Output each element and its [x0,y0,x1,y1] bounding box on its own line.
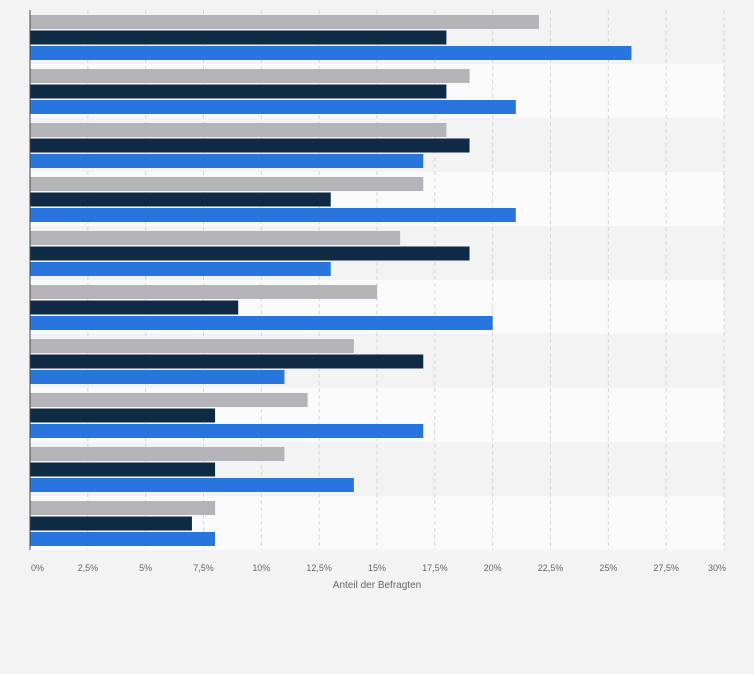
bar [30,447,285,461]
x-tick-label: 5% [139,563,152,573]
bar [30,177,424,191]
bar [30,192,331,207]
bar [30,138,470,153]
bar [30,262,331,276]
bar [30,516,192,531]
bar [30,69,470,83]
x-tick-label: 15% [368,563,386,573]
bar [30,15,539,29]
bar [30,393,308,407]
bar [30,30,447,45]
bar [30,478,354,492]
x-tick-label: 7,5% [193,563,214,573]
x-axis-label: Anteil der Befragten [333,580,421,591]
x-tick-label: 25% [599,563,617,573]
x-tick-label: 22,5% [538,563,564,573]
bar [30,246,470,261]
x-tick-label: 0% [31,563,44,573]
bar [30,408,216,423]
bar [30,532,216,546]
bar [30,100,516,114]
bar [30,154,424,168]
bar [30,46,632,60]
bar [30,501,216,515]
x-tick-label: 30% [708,563,726,573]
bar [30,354,424,369]
bar [30,300,239,315]
bar [30,316,493,330]
x-tick-labels: 0% 2,5% 5% 7,5% 10% 12,5% 15% 17,5% 20% 22,5% 25% 2… [31,563,726,573]
bar [30,208,516,222]
x-tick-label: 12,5% [306,563,332,573]
x-tick-label: 2,5% [78,563,99,573]
bar [30,285,377,299]
bar [30,462,216,477]
x-tick-label: 27,5% [653,563,679,573]
bar [30,339,354,353]
x-tick-label: 20% [484,563,502,573]
bars [30,15,632,546]
bar [30,123,447,137]
bar [30,231,401,245]
bar [30,424,424,438]
bar [30,370,285,384]
x-tick-label: 10% [252,563,270,573]
x-tick-label: 17,5% [422,563,448,573]
bar [30,84,447,99]
